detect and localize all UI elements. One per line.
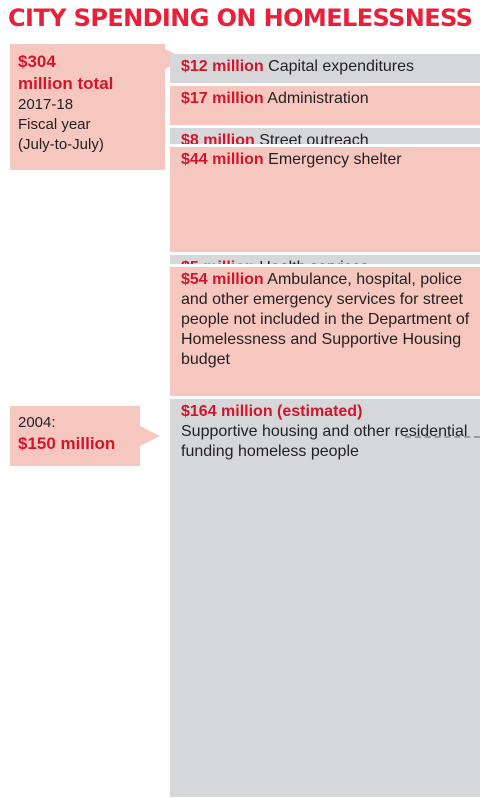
- segment-description: Emergency shelter: [268, 151, 402, 169]
- total-amount: $304: [18, 52, 56, 71]
- segment-description: Health services: [259, 259, 368, 264]
- bar-segment: $17 million Administration: [170, 83, 480, 125]
- segment-description: Ambulance, hospital, police and other em…: [181, 271, 470, 369]
- bar-segment: $54 million Ambulance, hospital, police …: [170, 264, 480, 397]
- segment-amount: $164 million (estimated): [181, 403, 363, 421]
- segment-amount: $17 million: [181, 90, 264, 108]
- segment-label: $54 million Ambulance, hospital, police …: [181, 270, 474, 370]
- bar-segment: $44 million Emergency shelter: [170, 144, 480, 252]
- segment-description: Administration: [267, 90, 369, 108]
- segment-label: $164 million (estimated) Supportive housi…: [181, 402, 474, 462]
- bar-segment: $5 million Health services: [170, 251, 480, 265]
- segment-label: $8 million Street outreach: [181, 131, 474, 145]
- segment-amount: $5 million: [181, 259, 255, 264]
- comparison-label: 2004:: [18, 414, 56, 431]
- comparison-callout: 2004: $150 million: [10, 406, 160, 466]
- segment-description: Supportive housing and other residential…: [181, 423, 468, 461]
- segment-label: $12 million Capital expenditures: [181, 57, 474, 77]
- total-year: 2017-18: [18, 96, 74, 113]
- segment-amount: $54 million: [181, 271, 264, 289]
- segment-amount: $44 million: [181, 151, 264, 169]
- segment-amount: $8 million: [181, 131, 255, 145]
- comparison-amount: $150 million: [18, 434, 116, 453]
- segment-label: $17 million Administration: [181, 89, 474, 109]
- bar-segment: $164 million (estimated) Supportive housi…: [170, 396, 480, 797]
- segment-label: $5 million Health services: [181, 258, 474, 264]
- total-callout: $304 million total 2017-18 Fiscal year (…: [10, 44, 185, 170]
- bar-segment: $12 million Capital expenditures: [170, 54, 480, 84]
- bar-segment: $8 million Street outreach: [170, 124, 480, 145]
- segment-description: Capital expenditures: [268, 58, 415, 75]
- total-fiscal-label: Fiscal year: [18, 116, 91, 133]
- segment-label: $44 million Emergency shelter: [181, 150, 474, 170]
- callout-pointer: [140, 426, 160, 446]
- chart-title: CITY SPENDING ON HOMELESSNESS: [8, 4, 473, 32]
- total-amount-unit: million total: [18, 74, 114, 93]
- segment-description: Street outreach: [259, 131, 369, 145]
- comparison-dashed-line: [405, 436, 480, 438]
- total-range: (July-to-July): [18, 136, 104, 153]
- segment-amount: $12 million: [181, 58, 264, 75]
